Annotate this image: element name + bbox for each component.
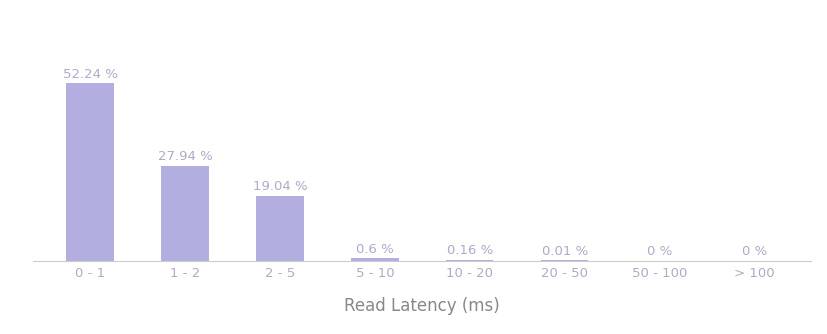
Bar (161, 166, 208, 261)
Bar (66, 84, 113, 261)
Bar (446, 260, 493, 261)
Bar (351, 259, 398, 261)
Text: 0 %: 0 % (646, 245, 672, 258)
Text: 0.01 %: 0.01 % (541, 245, 587, 258)
Text: 0.16 %: 0.16 % (446, 244, 492, 257)
Bar (256, 196, 304, 261)
Text: 27.94 %: 27.94 % (157, 150, 212, 163)
Text: 52.24 %: 52.24 % (63, 68, 117, 80)
Text: 0 %: 0 % (741, 245, 766, 258)
Text: 0.6 %: 0.6 % (356, 243, 393, 256)
Text: 19.04 %: 19.04 % (252, 180, 307, 193)
X-axis label: Read Latency (ms): Read Latency (ms) (344, 297, 500, 315)
